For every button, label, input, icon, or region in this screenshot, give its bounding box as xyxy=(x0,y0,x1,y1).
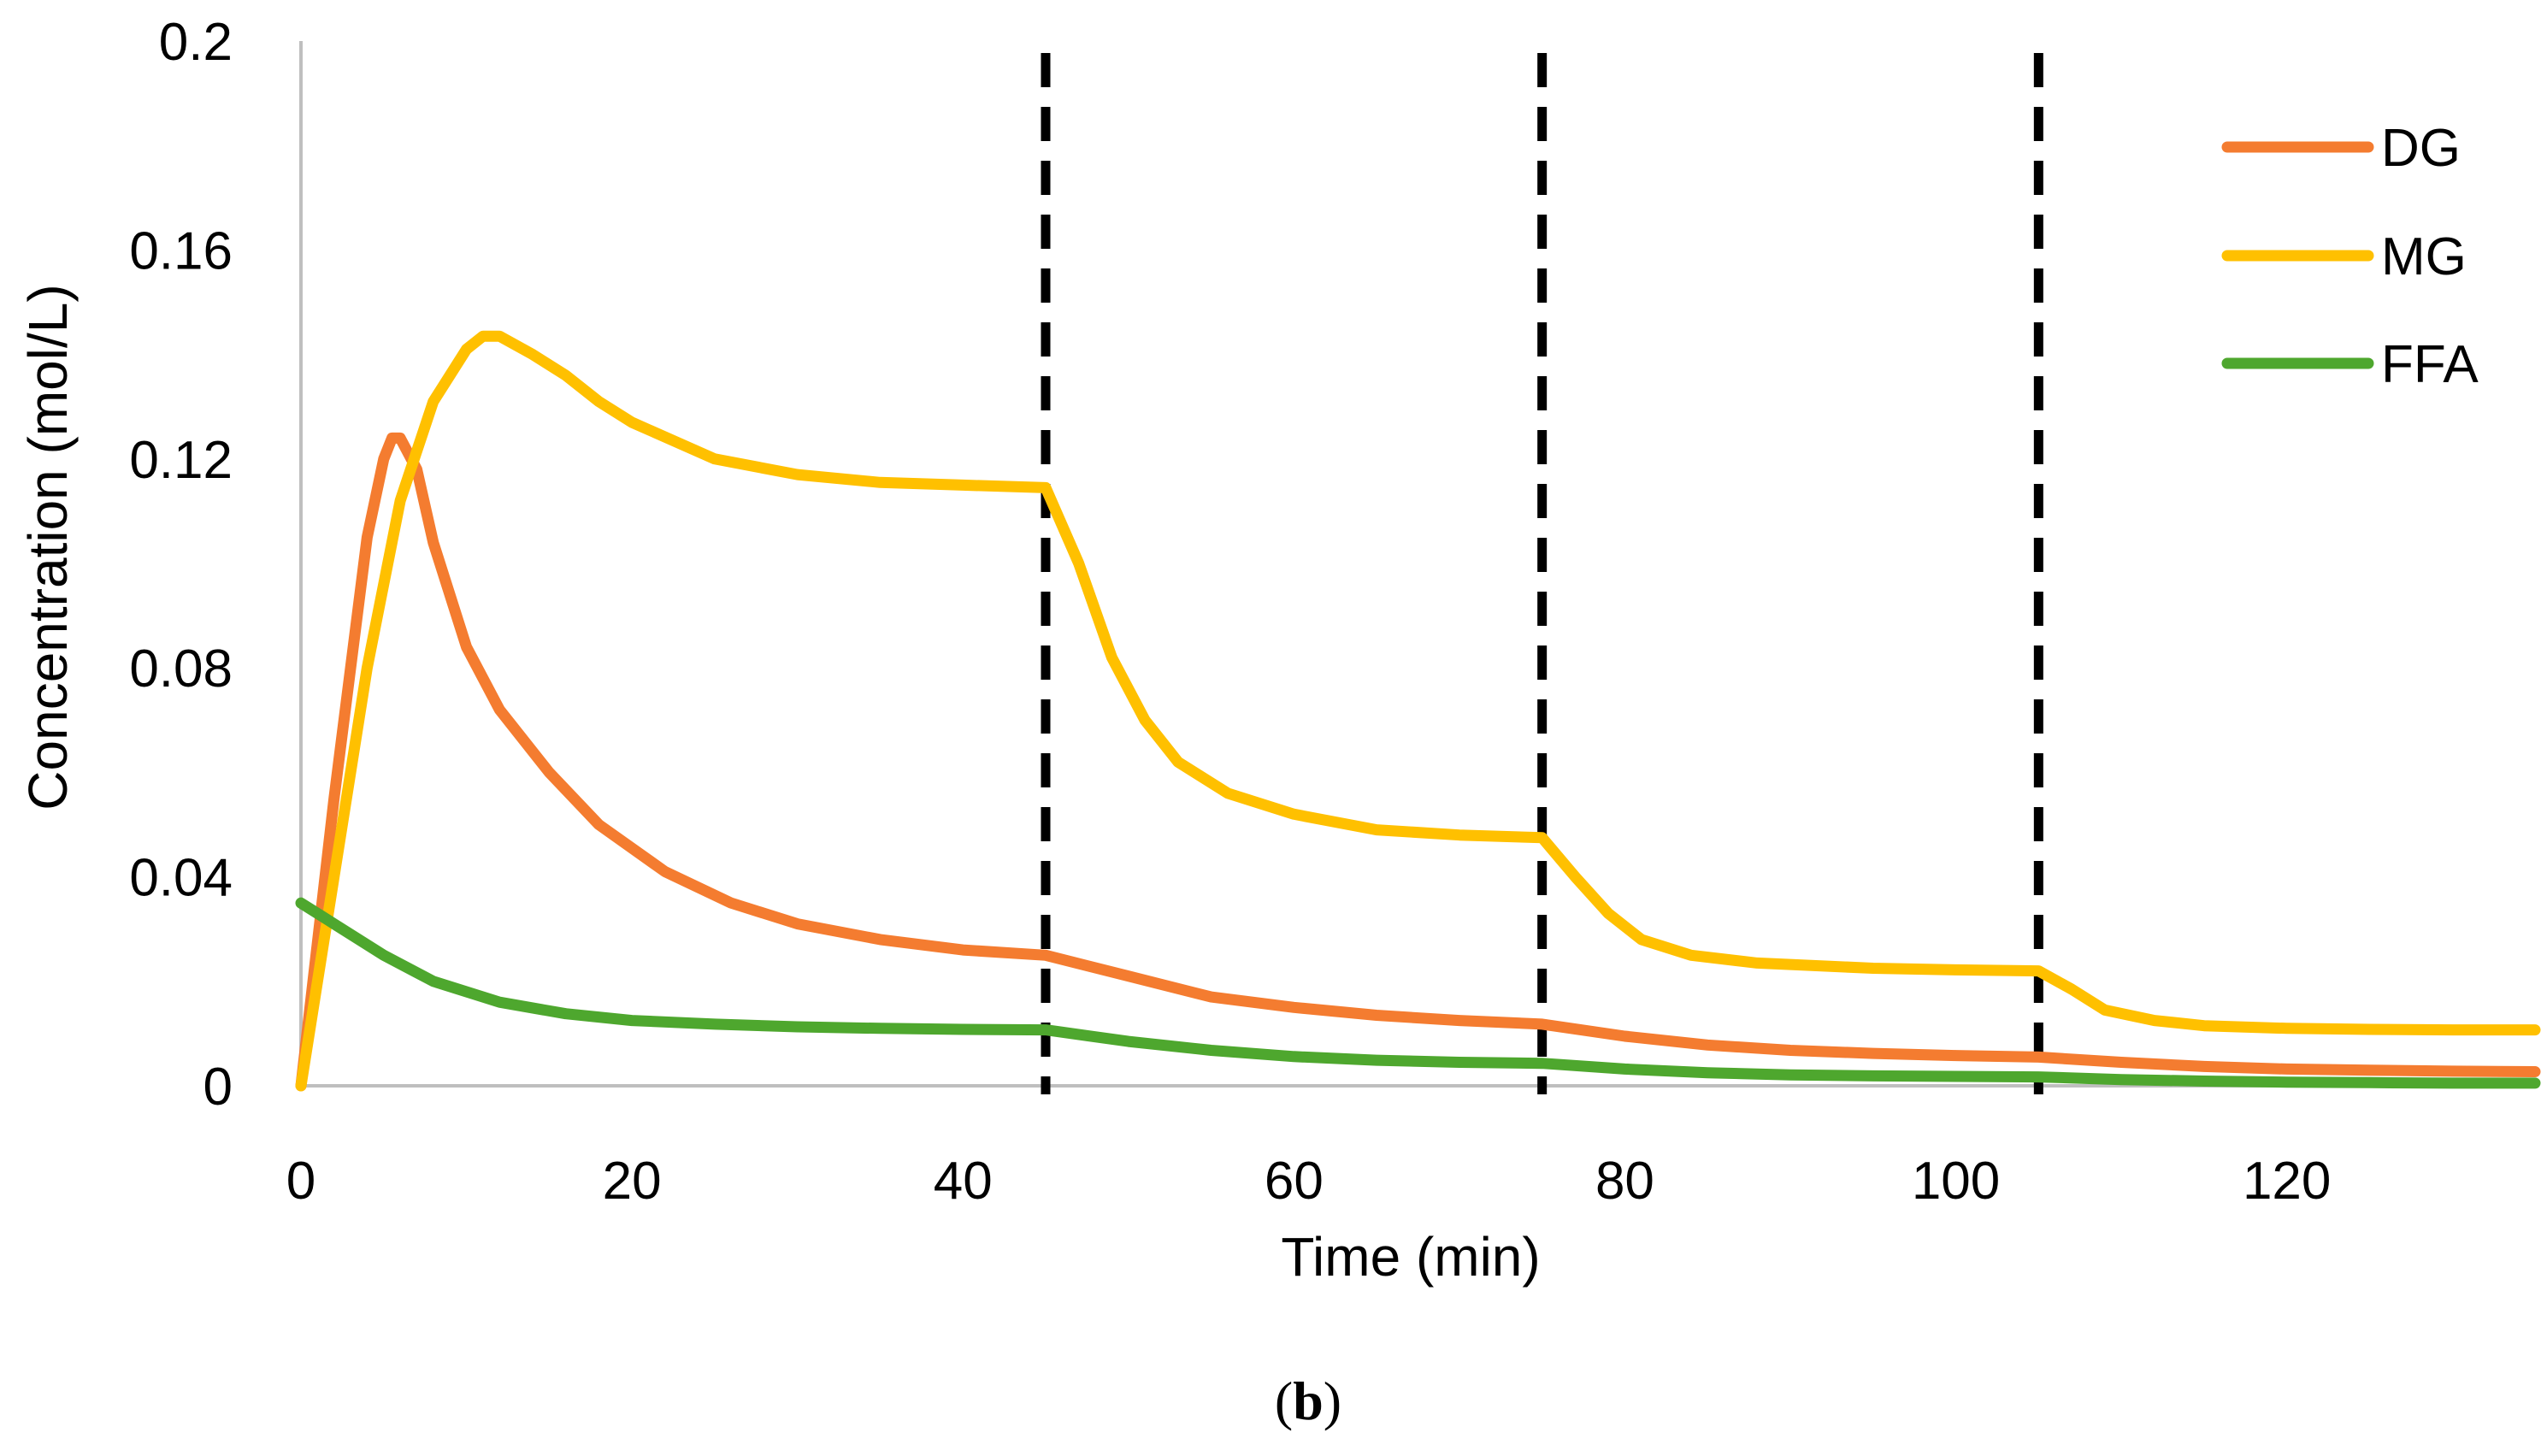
y-tick-label: 0.08 xyxy=(129,640,233,699)
series-lines xyxy=(295,330,2541,1092)
x-tick-label: 60 xyxy=(1265,1152,1324,1211)
figure-caption: (b) xyxy=(1275,1371,1341,1431)
series-line-ffa xyxy=(295,897,2541,1089)
x-tick-label: 80 xyxy=(1595,1152,1654,1211)
caption-open: ( xyxy=(1275,1371,1293,1431)
legend-label-mg: MG xyxy=(2381,227,2467,286)
y-tick-label: 0.16 xyxy=(129,221,233,280)
x-tick-label: 0 xyxy=(286,1152,315,1211)
x-tick-label: 40 xyxy=(934,1152,993,1211)
legend-label-dg: DG xyxy=(2381,119,2461,178)
y-tick-label: 0.12 xyxy=(129,431,233,490)
tick-labels: 0 20 40 60 80 100 120 0 0.04 0.08 0.12 0.16 0.2 xyxy=(129,13,2331,1211)
x-tick-label: 100 xyxy=(1912,1152,2000,1211)
y-tick-label: 0.2 xyxy=(159,13,233,72)
x-tick-label: 20 xyxy=(603,1152,662,1211)
plot-area xyxy=(299,41,2535,1088)
legend: DG MG FFA xyxy=(2221,119,2479,394)
y-tick-label: 0.04 xyxy=(129,849,233,908)
series-line-mg xyxy=(295,330,2541,1092)
legend-label-ffa: FFA xyxy=(2381,335,2479,394)
series-line-dg xyxy=(295,432,2541,1092)
caption-close: ) xyxy=(1324,1371,1341,1431)
x-axis-title: Time (min) xyxy=(1281,1226,1540,1288)
x-tick-label: 120 xyxy=(2243,1152,2331,1211)
vertical-markers xyxy=(1041,53,2043,1094)
y-tick-label: 0 xyxy=(203,1058,233,1117)
caption-letter: b xyxy=(1293,1371,1324,1431)
y-axis-title: Concentration (mol/L) xyxy=(17,284,79,810)
